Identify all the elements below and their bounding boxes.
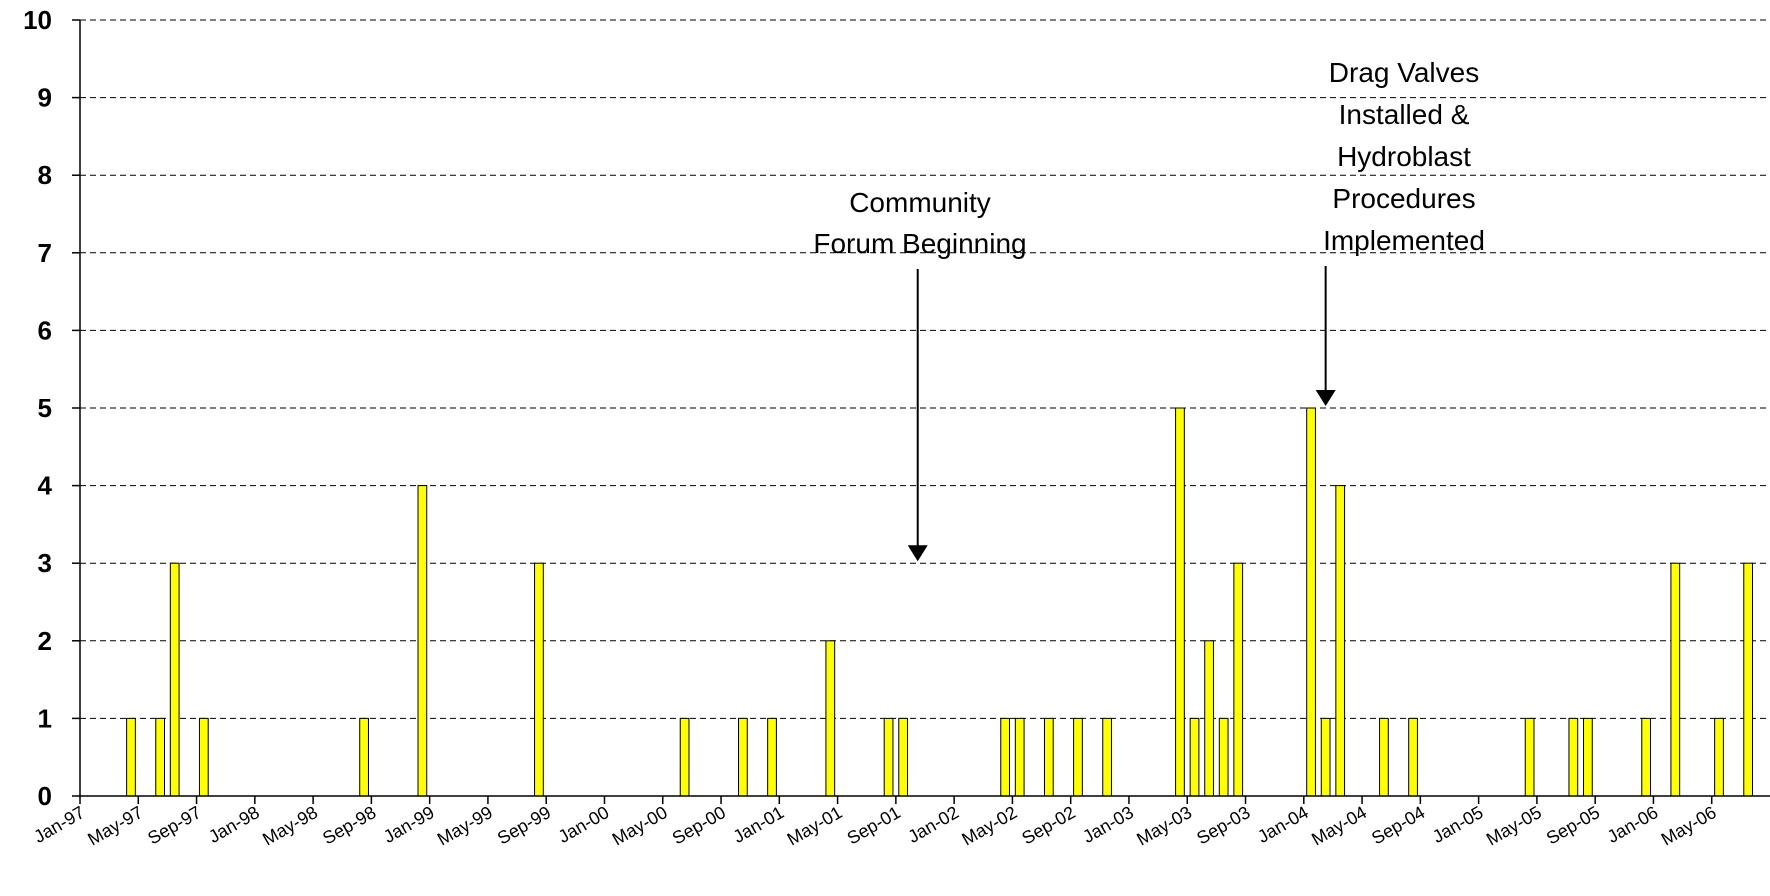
- x-tick-label: Jan-00: [555, 802, 613, 847]
- annotation-arrowhead: [907, 545, 928, 562]
- x-tick-label: Jan-03: [1079, 802, 1137, 847]
- x-tick-label: May-01: [784, 802, 846, 849]
- annotation-text: Hydroblast: [1337, 141, 1471, 172]
- bar: [1670, 562, 1681, 797]
- bar: [1218, 717, 1229, 797]
- bar: [1102, 717, 1112, 797]
- annotation-text: Implemented: [1323, 225, 1485, 256]
- annotation-text: Procedures: [1332, 183, 1475, 214]
- x-tick-label: Jan-04: [1254, 802, 1312, 847]
- bar: [359, 717, 369, 797]
- y-tick-label: 7: [38, 238, 52, 268]
- x-tick-label: May-98: [259, 802, 321, 849]
- bar: [1379, 717, 1389, 797]
- bar: [825, 640, 836, 797]
- y-tick-label: 8: [38, 160, 52, 190]
- bar: [1743, 562, 1754, 797]
- bar: [1233, 562, 1244, 797]
- y-tick-label: 0: [38, 781, 52, 811]
- y-tick-label: 4: [38, 471, 53, 501]
- bar: [198, 717, 209, 797]
- grid-lines: [80, 19, 1770, 719]
- x-tick-label: May-05: [1483, 802, 1545, 849]
- x-tick-label: Sep-05: [1543, 802, 1603, 848]
- annotation-arrowhead: [1315, 390, 1336, 406]
- bar: [155, 717, 166, 797]
- annotation-text: Forum Beginning: [813, 228, 1026, 259]
- y-tick-label: 2: [38, 626, 52, 656]
- x-tick-label: Jan-05: [1429, 802, 1487, 847]
- x-tick-label: Jan-01: [730, 802, 788, 847]
- bar: [1014, 717, 1025, 797]
- annotation: Community Forum Beginning: [813, 187, 1027, 562]
- y-axis-ticks: 0 1 2 3 4 5 6 7 8 9 10: [23, 5, 80, 811]
- bar: [126, 717, 136, 797]
- x-tick-label: Sep-97: [144, 802, 204, 848]
- x-tick-label: Sep-04: [1368, 802, 1428, 848]
- bar: [1306, 407, 1316, 797]
- annotations: Community Forum Beginning Drag Valves Insta…: [813, 57, 1485, 562]
- bar: [767, 717, 777, 797]
- x-tick-label: Sep-01: [844, 802, 904, 848]
- bar: [169, 562, 180, 797]
- bar: [883, 717, 894, 797]
- bar: [679, 717, 690, 797]
- annotation-text: Drag Valves: [1329, 57, 1479, 88]
- bar: [898, 717, 909, 797]
- bar: [1000, 717, 1010, 797]
- bar: [1714, 717, 1724, 797]
- x-tick-label: Sep-99: [494, 802, 554, 848]
- bar: [1583, 717, 1593, 797]
- bar: [1408, 717, 1418, 797]
- y-tick-label: 10: [23, 5, 52, 35]
- bar: [1641, 717, 1652, 797]
- bar: [1335, 485, 1346, 797]
- x-tick-label: Sep-98: [319, 802, 379, 848]
- bar: [1043, 717, 1054, 797]
- x-tick-label: May-06: [1658, 802, 1720, 849]
- x-tick-label: May-00: [609, 802, 671, 849]
- y-tick-label: 5: [38, 393, 52, 423]
- bar: [534, 562, 544, 797]
- annotation-text: Installed &: [1339, 99, 1470, 130]
- bar: [1524, 717, 1535, 797]
- x-tick-label: Jan-99: [380, 802, 438, 847]
- bar: [1568, 717, 1579, 797]
- x-tick-label: May-04: [1308, 802, 1370, 849]
- x-tick-label: May-97: [84, 802, 146, 849]
- x-tick-label: May-03: [1133, 802, 1195, 849]
- y-tick-label: 1: [38, 703, 52, 733]
- x-tick-label: Sep-03: [1193, 802, 1253, 848]
- bar: [738, 717, 748, 797]
- annotation-text: Community: [849, 187, 991, 218]
- bar: [1204, 640, 1214, 797]
- x-tick-label: Jan-02: [904, 802, 962, 847]
- x-tick-label: Jan-98: [205, 802, 263, 847]
- x-tick-label: May-02: [958, 802, 1020, 849]
- bar: [1175, 407, 1185, 797]
- bar: [1189, 717, 1200, 797]
- bar: [1073, 717, 1083, 797]
- y-tick-label: 9: [38, 83, 52, 113]
- x-tick-label: Sep-02: [1018, 802, 1078, 848]
- x-tick-label: Sep-00: [669, 802, 729, 848]
- y-tick-label: 3: [38, 548, 52, 578]
- bar: [417, 485, 428, 797]
- y-tick-label: 6: [38, 315, 52, 345]
- annotation: Drag Valves Installed & Hydroblast Procedur…: [1315, 57, 1485, 406]
- bar: [1320, 717, 1331, 797]
- x-tick-label: May-99: [434, 802, 496, 849]
- x-tick-label: Jan-06: [1604, 802, 1662, 847]
- bars: [126, 407, 1754, 797]
